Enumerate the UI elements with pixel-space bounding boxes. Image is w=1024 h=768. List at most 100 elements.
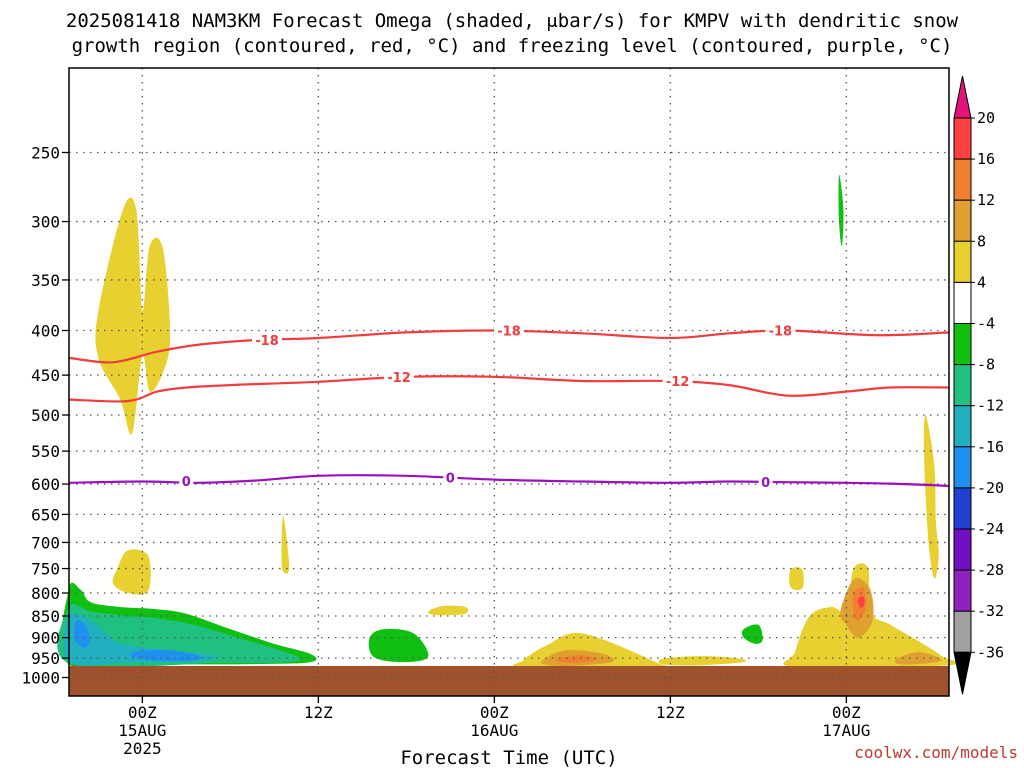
- y-tick-label: 900: [31, 629, 60, 648]
- omega-region-12: [556, 655, 598, 663]
- y-tick-label: 450: [31, 366, 60, 385]
- colorbar-label: 20: [977, 109, 995, 127]
- x-axis-title: Forecast Time (UTC): [400, 747, 617, 768]
- x-tick-label: 15AUG: [118, 721, 166, 740]
- dgz-contour-line: [68, 375, 950, 403]
- omega-region-21: [74, 619, 90, 649]
- y-tick-label: 650: [31, 505, 60, 524]
- colorbar-label: -28: [977, 561, 1004, 579]
- colorbar-box-1: [953, 158, 972, 201]
- y-tick-label: 550: [31, 442, 60, 461]
- colorbar-box-7: [953, 405, 972, 448]
- omega-region-0: [95, 197, 171, 435]
- y-tick-label: 1000: [21, 669, 60, 688]
- colorbar-box-2: [953, 199, 972, 242]
- y-tick-label: 750: [31, 560, 60, 579]
- omega-shading: [57, 174, 960, 671]
- colorbar-label: -24: [977, 520, 1004, 538]
- omega-region-22: [130, 649, 203, 662]
- omega-region-1: [281, 515, 290, 574]
- colorbar-label: -16: [977, 438, 1004, 456]
- plot-frame: [68, 67, 950, 697]
- omega-region-7: [789, 567, 804, 591]
- dgz-contour-label-bg: [384, 368, 414, 384]
- omega-region-2: [112, 549, 151, 595]
- omega-region-3: [428, 605, 469, 616]
- y-tick-label: 700: [31, 533, 60, 552]
- colorbar-label: -8: [977, 356, 995, 374]
- colorbar-label: 8: [977, 232, 986, 250]
- colorbar-top-arrow: [953, 75, 972, 119]
- colorbar-box-10: [953, 528, 972, 571]
- omega-region-16: [368, 628, 429, 663]
- freezing-level-contour-label: 0: [761, 476, 770, 491]
- omega-region-17: [838, 174, 844, 247]
- y-tick-label: 800: [31, 584, 60, 603]
- y-tick-label: 300: [31, 213, 60, 232]
- x-tick-label: 12Z: [304, 703, 333, 722]
- dgz-contour-label: -12: [387, 371, 411, 386]
- x-tick-label: 12Z: [656, 703, 685, 722]
- dgz-contour-label-bg: [662, 372, 693, 388]
- colorbar-box-4: [953, 281, 972, 324]
- credit-link[interactable]: coolwx.com/models: [854, 743, 1018, 762]
- y-tick-label: 600: [31, 475, 60, 494]
- colorbar-box-6: [953, 364, 972, 407]
- freezing-level-contour-label-bg: [758, 474, 773, 490]
- y-tick-label: 400: [31, 322, 60, 341]
- y-tick-label: 950: [31, 649, 60, 668]
- colorbar-label: 12: [977, 191, 995, 209]
- colorbar-label: -36: [977, 643, 1004, 661]
- colorbar-box-12: [953, 610, 972, 653]
- colorbar-label: -4: [977, 315, 995, 333]
- colorbar-box-8: [953, 446, 972, 489]
- y-tick-label: 350: [31, 271, 60, 290]
- dgz-contour-label-bg: [765, 322, 796, 338]
- colorbar-label: -20: [977, 479, 1004, 497]
- dgz-contour-label-bg: [252, 331, 282, 347]
- colorbar-box-11: [953, 569, 972, 612]
- freezing-level-contour-line: [68, 474, 950, 488]
- y-tick-label: 500: [31, 406, 60, 425]
- dgz-contour-label: -12: [666, 375, 690, 390]
- contour-lines: -18 -18 -18 -12 -12 0 0 0: [68, 322, 950, 491]
- x-tick-label: 2025: [123, 739, 162, 758]
- colorbar-label: -32: [977, 602, 1004, 620]
- dgz-contour-label-bg: [494, 322, 524, 338]
- y-tick-label: 250: [31, 144, 60, 163]
- freezing-level-contour-label-bg: [179, 472, 194, 488]
- freezing-level-contour-label-bg: [443, 469, 458, 485]
- colorbar-label: 16: [977, 150, 995, 168]
- x-tick-label: 00Z: [128, 703, 157, 722]
- x-tick-label: 00Z: [832, 703, 861, 722]
- chart-title-line-1: 2025081418 NAM3KM Forecast Omega (shaded…: [66, 10, 959, 32]
- y-axis-ticks: 250 300 350 400 450 500 550 600 650 700 750 800 850 9…: [21, 144, 69, 688]
- terrain-ground: [69, 665, 949, 696]
- freezing-level-contour-label: 0: [446, 472, 455, 487]
- x-tick-label: 17AUG: [822, 721, 870, 740]
- omega-region-8: [923, 414, 939, 579]
- colorbar: 20 16 12 8 4 -4 -8 -12 -16 -20 -24 -28 -32 -36: [953, 75, 1004, 695]
- y-tick-label: 850: [31, 607, 60, 626]
- x-tick-label: 00Z: [480, 703, 509, 722]
- dgz-contour-label: -18: [255, 334, 279, 349]
- colorbar-box-5: [953, 323, 972, 366]
- colorbar-box-3: [953, 240, 972, 283]
- colorbar-box-9: [953, 487, 972, 530]
- chart-title-line-2: growth region (contoured, red, °C) and f…: [72, 35, 953, 57]
- colorbar-box-0: [953, 117, 972, 160]
- colorbar-label: -12: [977, 397, 1004, 415]
- ground-layer: [69, 665, 949, 696]
- freezing-level-contour-label: 0: [182, 475, 191, 490]
- colorbar-label: 4: [977, 273, 986, 291]
- omega-region-14: [857, 596, 865, 608]
- omega-region-18: [742, 624, 763, 644]
- x-tick-label: 16AUG: [470, 721, 518, 740]
- grid-lines: [69, 68, 949, 696]
- dgz-contour-label: -18: [769, 325, 793, 340]
- omega-region-5: [658, 656, 747, 666]
- omega-region-11: [894, 652, 942, 665]
- colorbar-bottom-arrow: [953, 651, 972, 695]
